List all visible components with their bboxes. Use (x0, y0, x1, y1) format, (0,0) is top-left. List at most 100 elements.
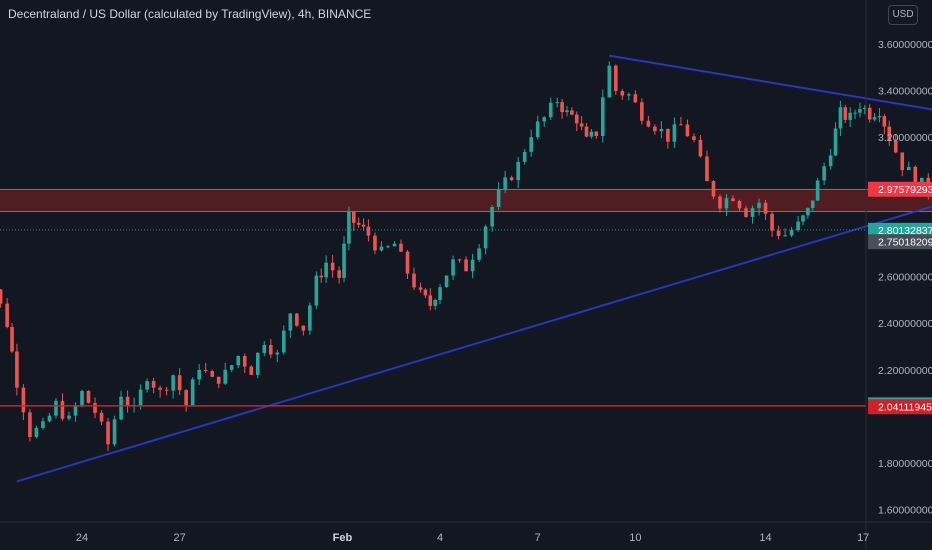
candle-body (614, 65, 618, 92)
candle-body (282, 330, 286, 353)
resistance-zone (0, 188, 932, 213)
y-tick-label: 2.20000000 (878, 365, 932, 377)
candles-layer (0, 61, 931, 452)
candle-body (295, 313, 299, 326)
candle-body (54, 400, 58, 416)
candle-body (197, 369, 201, 380)
candle-body (301, 325, 306, 331)
candle-body (893, 140, 898, 153)
candle-body (887, 126, 892, 141)
candle-body (579, 123, 584, 127)
x-tick-label: 7 (535, 532, 541, 544)
candle-body (843, 107, 848, 120)
candle-body (653, 126, 657, 132)
x-tick-label: 24 (76, 532, 88, 544)
candle-body (112, 419, 117, 445)
candle-body (210, 371, 214, 377)
candle-body (646, 120, 651, 127)
candle-body (268, 344, 273, 355)
candle-body (483, 226, 488, 249)
candle-body (724, 198, 729, 209)
candle-body (138, 389, 143, 406)
candle-body (379, 246, 384, 251)
candle-body (60, 400, 65, 419)
candle-body (319, 275, 324, 278)
candle-body (584, 126, 589, 137)
candle-body (457, 259, 462, 261)
x-tick-label: Feb (333, 532, 353, 544)
candle-body (620, 91, 625, 96)
candle-body (838, 107, 843, 129)
candle-body (535, 121, 540, 138)
candle-body (833, 128, 838, 156)
candle-body (21, 387, 26, 413)
candle-body (99, 412, 104, 422)
candle-body (858, 109, 862, 113)
candle-body (913, 166, 918, 186)
candle-body (744, 208, 748, 217)
candle-body (822, 166, 826, 181)
price-axis[interactable]: 3.60000000 3.40000000 3.20000000 2.60000000… (878, 39, 932, 516)
y-tick-label: 2.60000000 (878, 272, 932, 284)
candle-body (41, 421, 45, 428)
candle-body (34, 427, 39, 437)
price-tag (868, 234, 932, 250)
candle-body (145, 381, 149, 390)
candle-body (184, 390, 188, 406)
candle-body (810, 200, 815, 208)
candle-body (412, 273, 416, 288)
x-tick-label: 27 (174, 532, 186, 544)
candle-body (692, 136, 696, 140)
candle-body (633, 94, 638, 103)
candle-body (255, 352, 260, 375)
ascending-trendline (16, 205, 932, 483)
candle-body (796, 221, 800, 231)
candle-body (347, 211, 351, 244)
candle-body (464, 259, 468, 272)
candle-body (666, 128, 670, 142)
y-tick-label: 1.60000000 (878, 504, 932, 516)
candle-body (106, 421, 110, 445)
candle-body (470, 259, 475, 272)
candle-body (548, 102, 553, 118)
candle-body (190, 379, 195, 406)
candle-body (679, 124, 683, 126)
candle-body (801, 215, 805, 222)
candle-body (828, 155, 833, 167)
candle-body (789, 230, 794, 236)
x-tick-label: 4 (437, 532, 443, 544)
y-tick-label: 3.40000000 (878, 86, 932, 98)
candle-body (574, 114, 579, 124)
candle-body (428, 295, 433, 306)
time-axis[interactable]: 2427Feb471014172124Mar (76, 532, 932, 544)
candle-body (607, 65, 612, 98)
candle-body (867, 107, 872, 120)
x-tick-label: 14 (759, 532, 771, 544)
candle-body (324, 262, 328, 278)
candle-body (164, 389, 169, 391)
candle-body (125, 396, 130, 406)
price-tag-label: 2.80132837 (878, 225, 932, 237)
candle-body (47, 415, 52, 422)
candle-body (529, 137, 533, 152)
candle-body (151, 381, 156, 388)
candle-body (570, 110, 574, 115)
candle-body (589, 131, 594, 137)
candle-body (698, 139, 703, 157)
candle-body (522, 151, 527, 162)
candle-body (351, 211, 356, 223)
y-tick-label: 3.20000000 (878, 132, 932, 144)
currency-button[interactable]: USD (888, 5, 918, 25)
candle-body (659, 128, 664, 132)
candle-body (763, 202, 768, 214)
y-tick-label: 3.60000000 (878, 39, 932, 51)
candle-body (496, 189, 501, 208)
candle-body (93, 403, 97, 413)
candle-body (171, 375, 175, 391)
candle-body (15, 351, 19, 388)
x-tick-label: 17 (857, 532, 869, 544)
candle-body (399, 243, 403, 252)
candle-body (86, 390, 91, 404)
candle-body (685, 124, 690, 137)
